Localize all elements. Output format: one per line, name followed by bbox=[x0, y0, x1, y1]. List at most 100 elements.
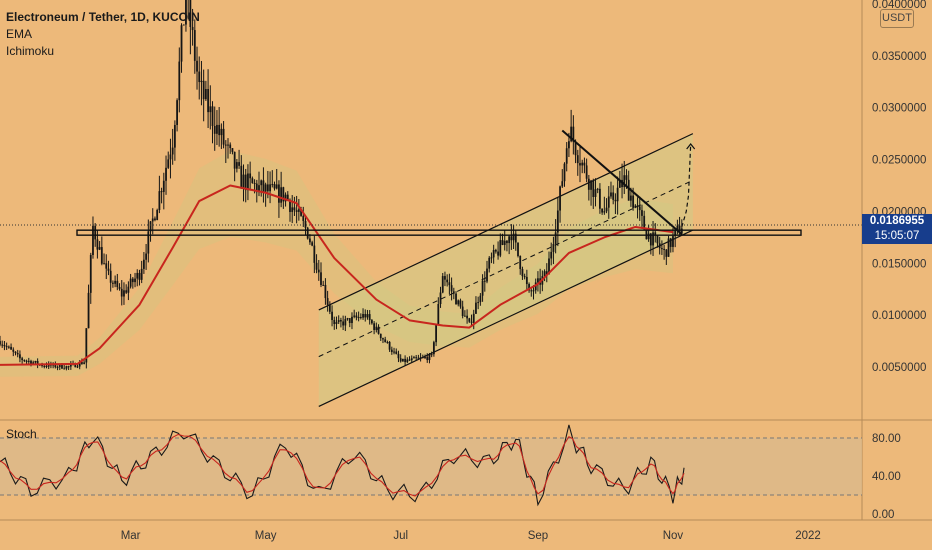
candle-body-2021-07-06 bbox=[410, 358, 413, 361]
candle-body-2021-02-28 bbox=[127, 286, 130, 293]
candle-body-2021-08-13 bbox=[494, 250, 497, 252]
candle-body-2021-03-06 bbox=[140, 268, 143, 280]
candle-body-2021-10-19 bbox=[643, 215, 646, 230]
candle-body-2021-11-01 bbox=[672, 236, 674, 247]
candle-body-2021-07-29 bbox=[461, 306, 464, 316]
candle-body-2021-03-13 bbox=[156, 209, 159, 221]
candle-body-2021-08-10 bbox=[488, 257, 491, 269]
candle-body-2021-02-07 bbox=[81, 362, 83, 364]
candle-body-2021-08-07 bbox=[481, 280, 484, 296]
candle-body-2021-06-29 bbox=[395, 351, 398, 354]
candle-body-2021-03-07 bbox=[142, 259, 145, 269]
candle-body-2021-08-18 bbox=[506, 240, 508, 244]
candle-body-2021-03-03 bbox=[134, 278, 136, 283]
candle-body-2021-06-04 bbox=[340, 320, 342, 322]
candle-body-2021-09-23 bbox=[585, 165, 588, 179]
candle-body-2021-09-29 bbox=[599, 188, 601, 209]
candle-body-2021-07-25 bbox=[452, 291, 455, 294]
candle-body-2021-08-14 bbox=[497, 251, 499, 256]
time-tick-label: Nov bbox=[663, 530, 684, 542]
candle-body-2021-09-27 bbox=[594, 189, 597, 197]
candle-body-2021-06-19 bbox=[373, 323, 376, 330]
descending-trendline bbox=[561, 129, 683, 236]
candle-body-2021-10-25 bbox=[656, 235, 659, 244]
candle-body-2021-05-03 bbox=[269, 184, 271, 192]
candle-body-2021-04-18 bbox=[235, 162, 238, 169]
candle-body-2021-03-12 bbox=[154, 218, 156, 221]
symbol-title: Electroneum / Tether, 1D, KUCOIN bbox=[6, 10, 200, 24]
candle-body-2021-06-12 bbox=[357, 317, 360, 319]
candle-body-2021-04-19 bbox=[238, 162, 240, 166]
stoch-indicator-label[interactable]: Stoch bbox=[6, 427, 37, 441]
channel-upper-line bbox=[318, 133, 694, 311]
candle-body-2021-10-12 bbox=[627, 179, 630, 201]
candle-body-2021-04-04 bbox=[204, 89, 207, 100]
candle-body-2021-02-06 bbox=[78, 362, 81, 367]
candle-body-2021-08-30 bbox=[532, 290, 535, 292]
candle-body-2021-09-19 bbox=[576, 155, 579, 164]
candle-body-2021-04-06 bbox=[209, 106, 212, 113]
candle-body-2021-04-21 bbox=[242, 174, 245, 189]
candle-body-2021-07-09 bbox=[417, 357, 420, 359]
candle-body-2021-09-12 bbox=[561, 181, 564, 187]
candle-body-2021-07-15 bbox=[430, 354, 433, 356]
candle-body-2021-06-05 bbox=[342, 321, 345, 326]
candle-body-2021-10-26 bbox=[658, 243, 661, 249]
candle-body-2021-03-17 bbox=[165, 167, 167, 181]
candle-body-2021-02-24 bbox=[118, 287, 121, 289]
candle-body-2021-08-04 bbox=[475, 302, 477, 314]
candle-body-2021-06-15 bbox=[364, 313, 367, 318]
candle-body-2021-07-23 bbox=[448, 282, 451, 286]
candle-body-2021-07-16 bbox=[432, 342, 435, 355]
candle-body-2021-09-17 bbox=[572, 126, 575, 142]
candle-body-2021-06-23 bbox=[382, 338, 384, 340]
candle-body-2021-05-15 bbox=[295, 210, 298, 212]
candle-body-2021-03-21 bbox=[173, 124, 176, 148]
candle-body-2021-04-22 bbox=[244, 174, 247, 191]
candle-body-2021-01-22 bbox=[45, 365, 48, 367]
candle-body-2021-07-22 bbox=[446, 279, 449, 283]
candle-body-2021-04-27 bbox=[255, 183, 258, 193]
candle-body-2021-07-13 bbox=[426, 357, 429, 361]
candle-body-2021-01-15 bbox=[30, 360, 32, 365]
candle-body-2021-07-17 bbox=[435, 324, 437, 343]
candle-body-2021-04-08 bbox=[213, 126, 216, 134]
candle-body-2021-05-25 bbox=[317, 269, 320, 273]
candle-body-2021-08-16 bbox=[501, 240, 504, 245]
candle-body-2021-07-05 bbox=[408, 359, 411, 361]
candle-body-2021-01-16 bbox=[32, 362, 35, 365]
candle-body-2021-08-08 bbox=[483, 280, 486, 282]
stoch-tick-label: 0.00 bbox=[872, 509, 894, 521]
candle-body-2021-01-03 bbox=[3, 345, 6, 347]
candle-body-2021-06-07 bbox=[346, 318, 349, 320]
candlesticks bbox=[0, 0, 683, 371]
candle-body-2021-01-05 bbox=[7, 346, 10, 348]
candle-body-2021-06-20 bbox=[375, 326, 378, 330]
candle-body-2021-01-04 bbox=[5, 346, 8, 348]
price-tick-label: 0.0150000 bbox=[872, 258, 926, 270]
candle-body-2021-05-30 bbox=[328, 304, 331, 312]
currency-unit-badge[interactable]: USDT bbox=[880, 9, 914, 28]
indicator-ichimoku-label[interactable]: Ichimoku bbox=[6, 44, 55, 58]
candle-body-2021-09-22 bbox=[583, 162, 586, 166]
candle-body-2021-10-24 bbox=[654, 232, 657, 236]
candle-body-2021-06-03 bbox=[337, 320, 340, 323]
candle-body-2021-05-02 bbox=[266, 184, 269, 192]
candle-body-2021-01-08 bbox=[14, 351, 17, 354]
candle-body-2021-03-30 bbox=[193, 30, 196, 61]
candle-body-2021-09-24 bbox=[587, 178, 590, 190]
candle-body-2021-09-06 bbox=[548, 258, 550, 275]
channel-lower-line bbox=[318, 229, 694, 407]
indicator-ema-label[interactable]: EMA bbox=[6, 27, 33, 41]
candle-body-2021-03-16 bbox=[162, 180, 165, 192]
candle-body-2021-07-18 bbox=[437, 304, 440, 325]
candle-body-2021-05-04 bbox=[271, 184, 274, 186]
candle-body-2021-10-04 bbox=[610, 192, 612, 197]
candle-body-2021-09-14 bbox=[565, 148, 568, 164]
candle-body-2021-05-06 bbox=[275, 184, 278, 189]
candle-body-2021-05-26 bbox=[320, 272, 322, 285]
candle-body-2021-09-21 bbox=[581, 162, 584, 166]
candle-body-2021-08-25 bbox=[521, 269, 524, 277]
candle-body-2021-07-31 bbox=[466, 315, 468, 319]
